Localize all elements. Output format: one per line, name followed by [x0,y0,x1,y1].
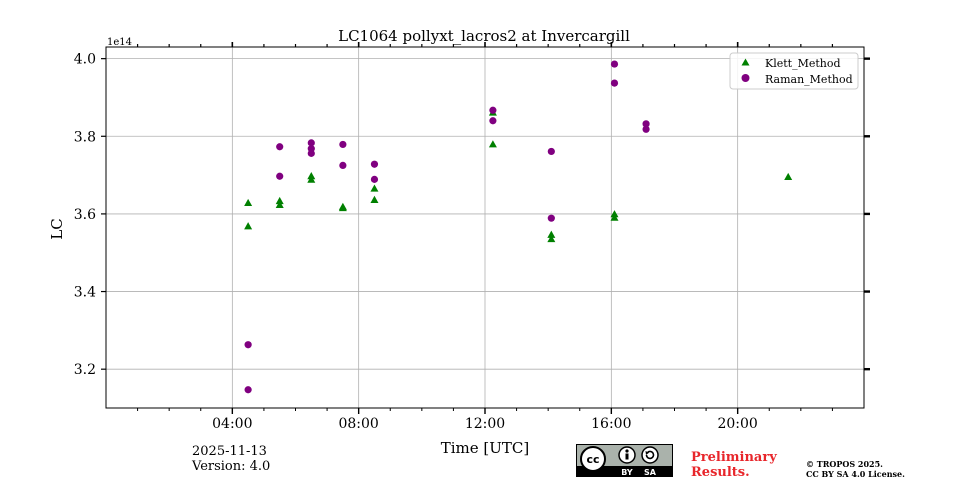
raman-point [370,175,379,183]
y-tick-label: 3.6 [74,207,96,223]
x-axis-label: Time [UTC] [441,439,530,457]
y-tick-label: 3.4 [74,285,96,301]
y-offset-label: 1e14 [107,37,132,48]
raman-point [339,140,347,149]
sa-share-arrowhead [645,451,649,455]
x-tick-label: 08:00 [338,416,378,432]
cc-by-sa-badge: cc BY SA [576,444,673,477]
tick-labels: 04:00 08:00 12:00 16:00 20:00 3.2 3.4 3.6 3.8 4.0 [74,52,758,432]
cc-logo-text: cc [586,453,599,466]
x-tick-label: 16:00 [591,416,631,432]
klett-point [338,203,347,212]
x-tick-label: 04:00 [212,416,252,432]
y-tick-label: 4.0 [74,52,96,68]
raman-point [489,106,497,114]
klett-point [488,140,497,148]
raman-point [610,60,619,68]
raman-point [547,214,555,222]
klett-point [547,234,556,243]
chart-title: LC1064 pollyxt_lacros2 at Invercargill [338,27,630,45]
by-person-body [625,453,629,460]
legend-box [729,52,859,90]
raman-point [642,120,650,128]
cc-logo-icon [580,446,606,472]
raman-point [610,79,619,87]
copyright-line2: CC BY SA 4.0 License. [806,469,905,479]
preliminary-label-line2: Results. [691,465,750,480]
klett-point [370,195,379,203]
sa-share-arrow [645,450,655,460]
footer-version: Version: 4.0 [191,459,270,474]
raman-point [339,161,347,169]
klett-point [307,175,316,183]
legend-raman-marker [741,74,750,82]
axis-ticks [101,42,870,414]
x-tick-label: 20:00 [717,416,757,432]
klett-point [370,184,379,192]
raman-point [276,143,284,151]
legend: Klett_Method Raman_Method [729,52,859,90]
raman-point [307,149,315,157]
raman-point [642,125,650,133]
preliminary-label-line1: Preliminary [691,450,777,465]
raman-point [547,147,555,156]
sa-share-icon [641,446,659,464]
klett-point [275,200,284,208]
raman-point [489,117,497,125]
copyright-line1: © TROPOS 2025. [806,459,883,469]
raman-point [244,341,252,349]
klett-point [610,213,619,221]
legend-klett-marker [741,58,750,66]
raman-point [370,160,379,168]
y-axis-label: LC [48,218,66,239]
footer-date: 2025-11-13 [192,444,267,459]
cc-by-label: BY [621,468,633,477]
by-person-head [625,449,629,453]
klett-point [547,230,556,238]
raman-point [276,172,284,180]
cc-sa-label: SA [644,468,657,477]
x-tick-label: 12:00 [465,416,505,432]
raman-point [244,386,252,394]
legend-raman-label: Raman_Method [765,73,853,86]
y-tick-label: 3.2 [74,362,96,378]
klett-point [244,222,253,230]
raman-point [307,139,315,147]
legend-klett-label: Klett_Method [765,57,841,70]
grid-lines [106,47,864,408]
y-tick-label: 3.8 [74,129,96,145]
klett-point [784,172,793,181]
klett-point [275,196,284,205]
data-points [244,60,793,394]
klett-point [244,198,253,207]
